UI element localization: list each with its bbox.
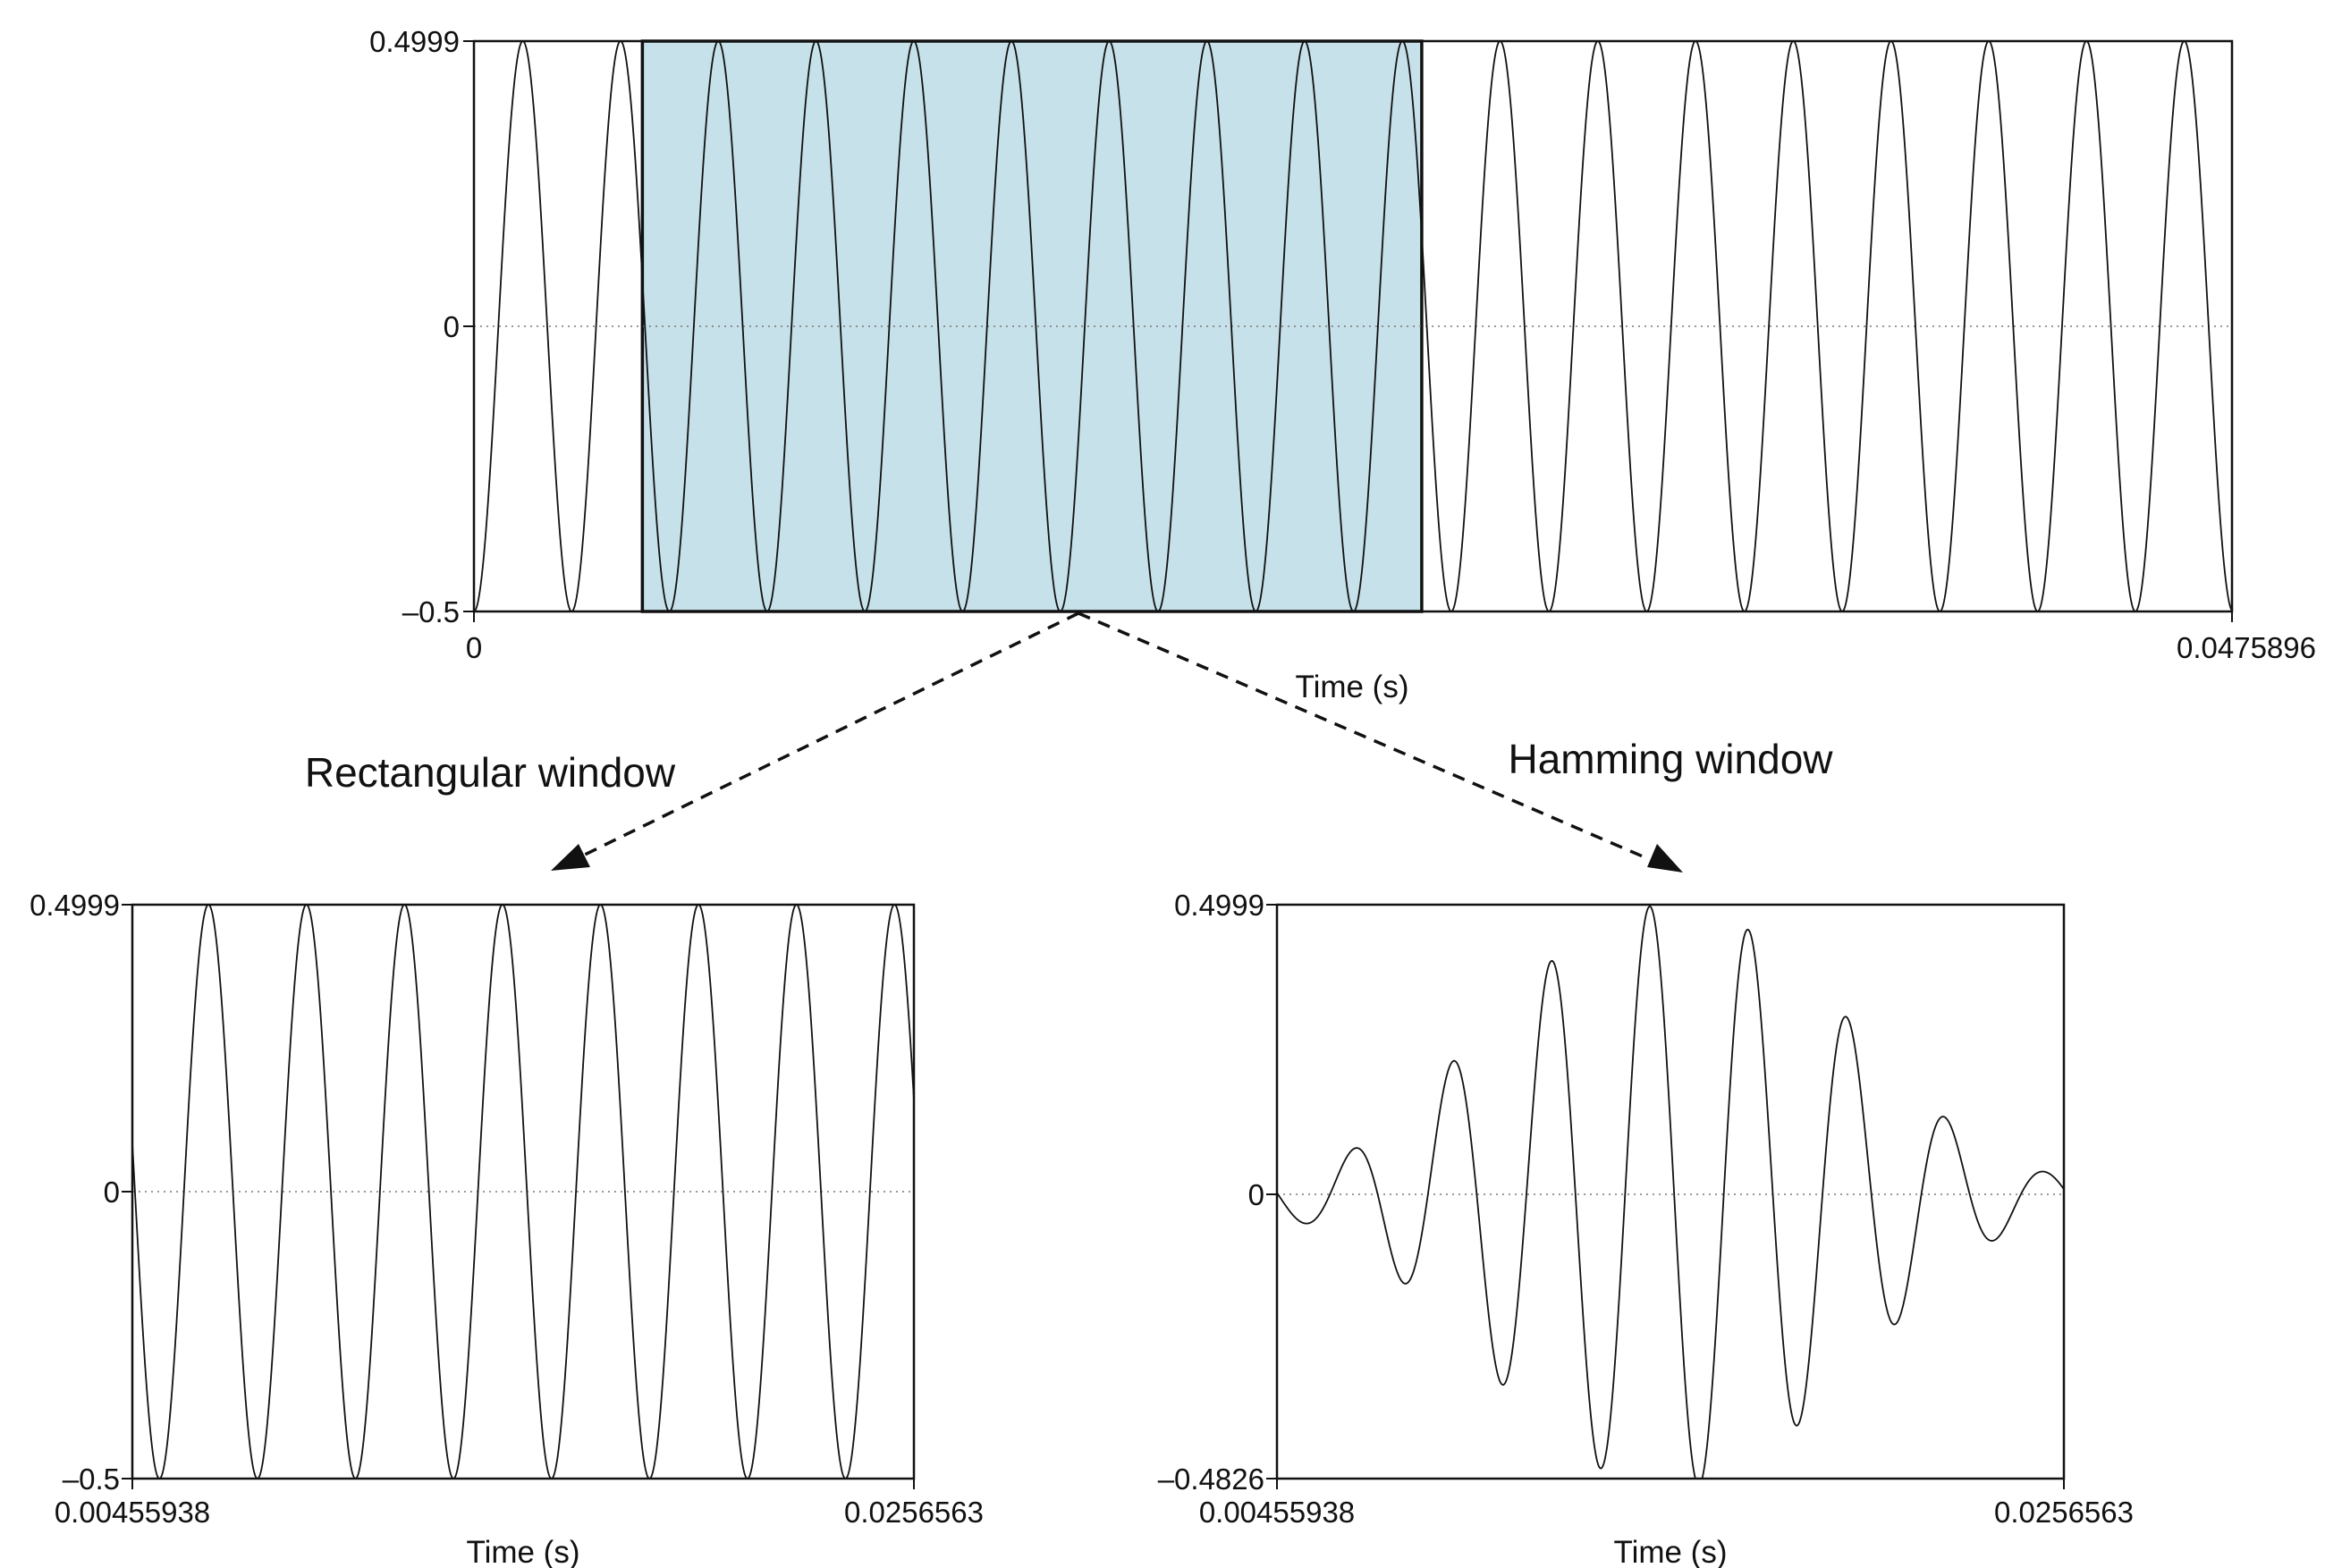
annotations: Rectangular window Hamming window <box>305 611 1833 873</box>
hamming-plot-frame <box>1275 903 2066 1480</box>
top-chart: 0.4999 0 –0.5 0 0.0475896 Time (s) <box>369 25 2316 704</box>
rectangular-chart: 0.4999 0 –0.5 0.00455938 0.0256563 Time … <box>30 889 984 1568</box>
hamming-chart: 0.4999 0 –0.4826 0.00455938 0.0256563 Ti… <box>1158 889 2134 1568</box>
arrow-to-rectangular <box>582 611 1079 857</box>
rect-x-tick-start: 0.00455938 <box>55 1496 210 1529</box>
rect-x-axis-label: Time (s) <box>466 1535 579 1568</box>
hamming-y-tick-max: 0.4999 <box>1174 889 1264 922</box>
arrow-head-rectangular <box>551 844 590 871</box>
top-y-tick-min: –0.5 <box>402 595 460 628</box>
rect-x-tick-end: 0.0256563 <box>844 1496 984 1529</box>
hamming-x-tick-start: 0.00455938 <box>1199 1496 1355 1529</box>
rect-y-tick-zero: 0 <box>104 1176 120 1209</box>
top-x-tick-start: 0 <box>466 631 482 664</box>
top-x-tick-end: 0.0475896 <box>2177 631 2316 664</box>
hamming-waveform <box>1276 906 2065 1479</box>
top-x-axis-label: Time (s) <box>1295 670 1408 704</box>
top-y-tick-zero: 0 <box>444 310 460 343</box>
rectangular-window-caption: Rectangular window <box>305 749 676 796</box>
arrow-head-hamming <box>1647 844 1683 873</box>
arrow-to-hamming <box>1078 611 1644 858</box>
rectangular-waveform <box>131 904 915 1479</box>
hamming-y-tick-zero: 0 <box>1248 1178 1264 1211</box>
rect-y-tick-max: 0.4999 <box>30 889 120 922</box>
top-y-tick-max: 0.4999 <box>369 25 460 58</box>
hamming-x-axis-label: Time (s) <box>1613 1535 1727 1568</box>
rect-y-tick-min: –0.5 <box>63 1463 120 1496</box>
hamming-y-tick-min: –0.4826 <box>1158 1463 1264 1496</box>
hamming-x-tick-end: 0.0256563 <box>1994 1496 2134 1529</box>
hamming-window-caption: Hamming window <box>1508 736 1833 782</box>
